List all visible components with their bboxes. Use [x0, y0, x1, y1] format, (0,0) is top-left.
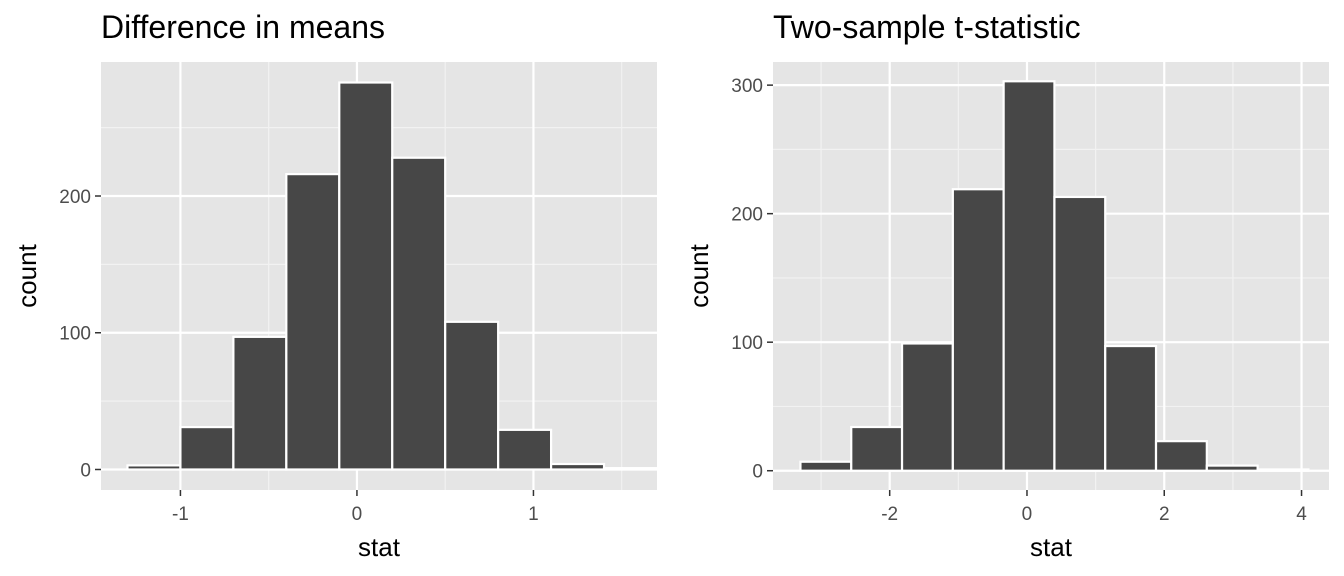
chart1-bar-6 [391, 156, 447, 471]
chart2-bar-10 [1256, 468, 1310, 472]
chart1-y-tick-label: 100 [59, 324, 91, 345]
chart2-bar-8 [1154, 440, 1208, 472]
chart2-y-tick-label: 200 [731, 205, 763, 226]
chart1-bar-8 [497, 428, 553, 471]
chart1-bar-5 [338, 81, 394, 471]
chart2-bar-3 [900, 342, 954, 472]
chart2-x-tick-label: -2 [881, 504, 898, 525]
chart1-x-tick-label: -1 [172, 504, 189, 525]
chart2-x-tick-label: 0 [1022, 504, 1033, 525]
chart2-y-tick-label: 100 [731, 333, 763, 354]
chart2-bar-5 [1002, 80, 1056, 472]
chart1-bar-1 [126, 464, 182, 471]
chart2-bar-6 [1053, 195, 1107, 472]
chart1-x-axis-title: stat [358, 532, 401, 562]
chart1-bar-2 [179, 425, 235, 471]
chart1-x-tick-label: 1 [528, 504, 539, 525]
chart2-title: Two-sample t-statistic [773, 9, 1081, 45]
chart1-bar-9 [549, 462, 606, 471]
chart1-bar-10 [602, 467, 659, 471]
chart1-bar-4 [285, 173, 341, 471]
chart2-panel: -2 0 2 4 0 100 200 300 Two-sample t-statistic sta… [684, 9, 1329, 562]
chart2-bar-9 [1205, 464, 1259, 472]
chart1-y-tick-label: 0 [80, 460, 91, 481]
chart1-panel: -1 0 1 0 100 200 Difference in means stat count [12, 9, 659, 562]
chart2-y-tick-label: 0 [752, 462, 763, 483]
chart1-y-tick-label: 200 [59, 187, 91, 208]
chart2-x-tick-label: 2 [1159, 504, 1170, 525]
chart1-bar-3 [232, 335, 288, 471]
chart2-bar-1 [799, 460, 853, 472]
chart2-bar-7 [1104, 344, 1158, 472]
chart2-x-tick-label: 4 [1296, 504, 1307, 525]
chart2-bar-4 [951, 188, 1005, 472]
chart1-x-tick-label: 0 [352, 504, 363, 525]
chart2-x-axis-title: stat [1030, 532, 1073, 562]
chart2-bar-2 [850, 425, 904, 472]
chart2-y-tick-label: 300 [731, 76, 763, 97]
chart1-title: Difference in means [101, 9, 385, 45]
chart2-y-axis-title: count [684, 243, 714, 307]
chart1-y-axis-title: count [12, 243, 42, 307]
chart1-bar-7 [444, 320, 500, 471]
